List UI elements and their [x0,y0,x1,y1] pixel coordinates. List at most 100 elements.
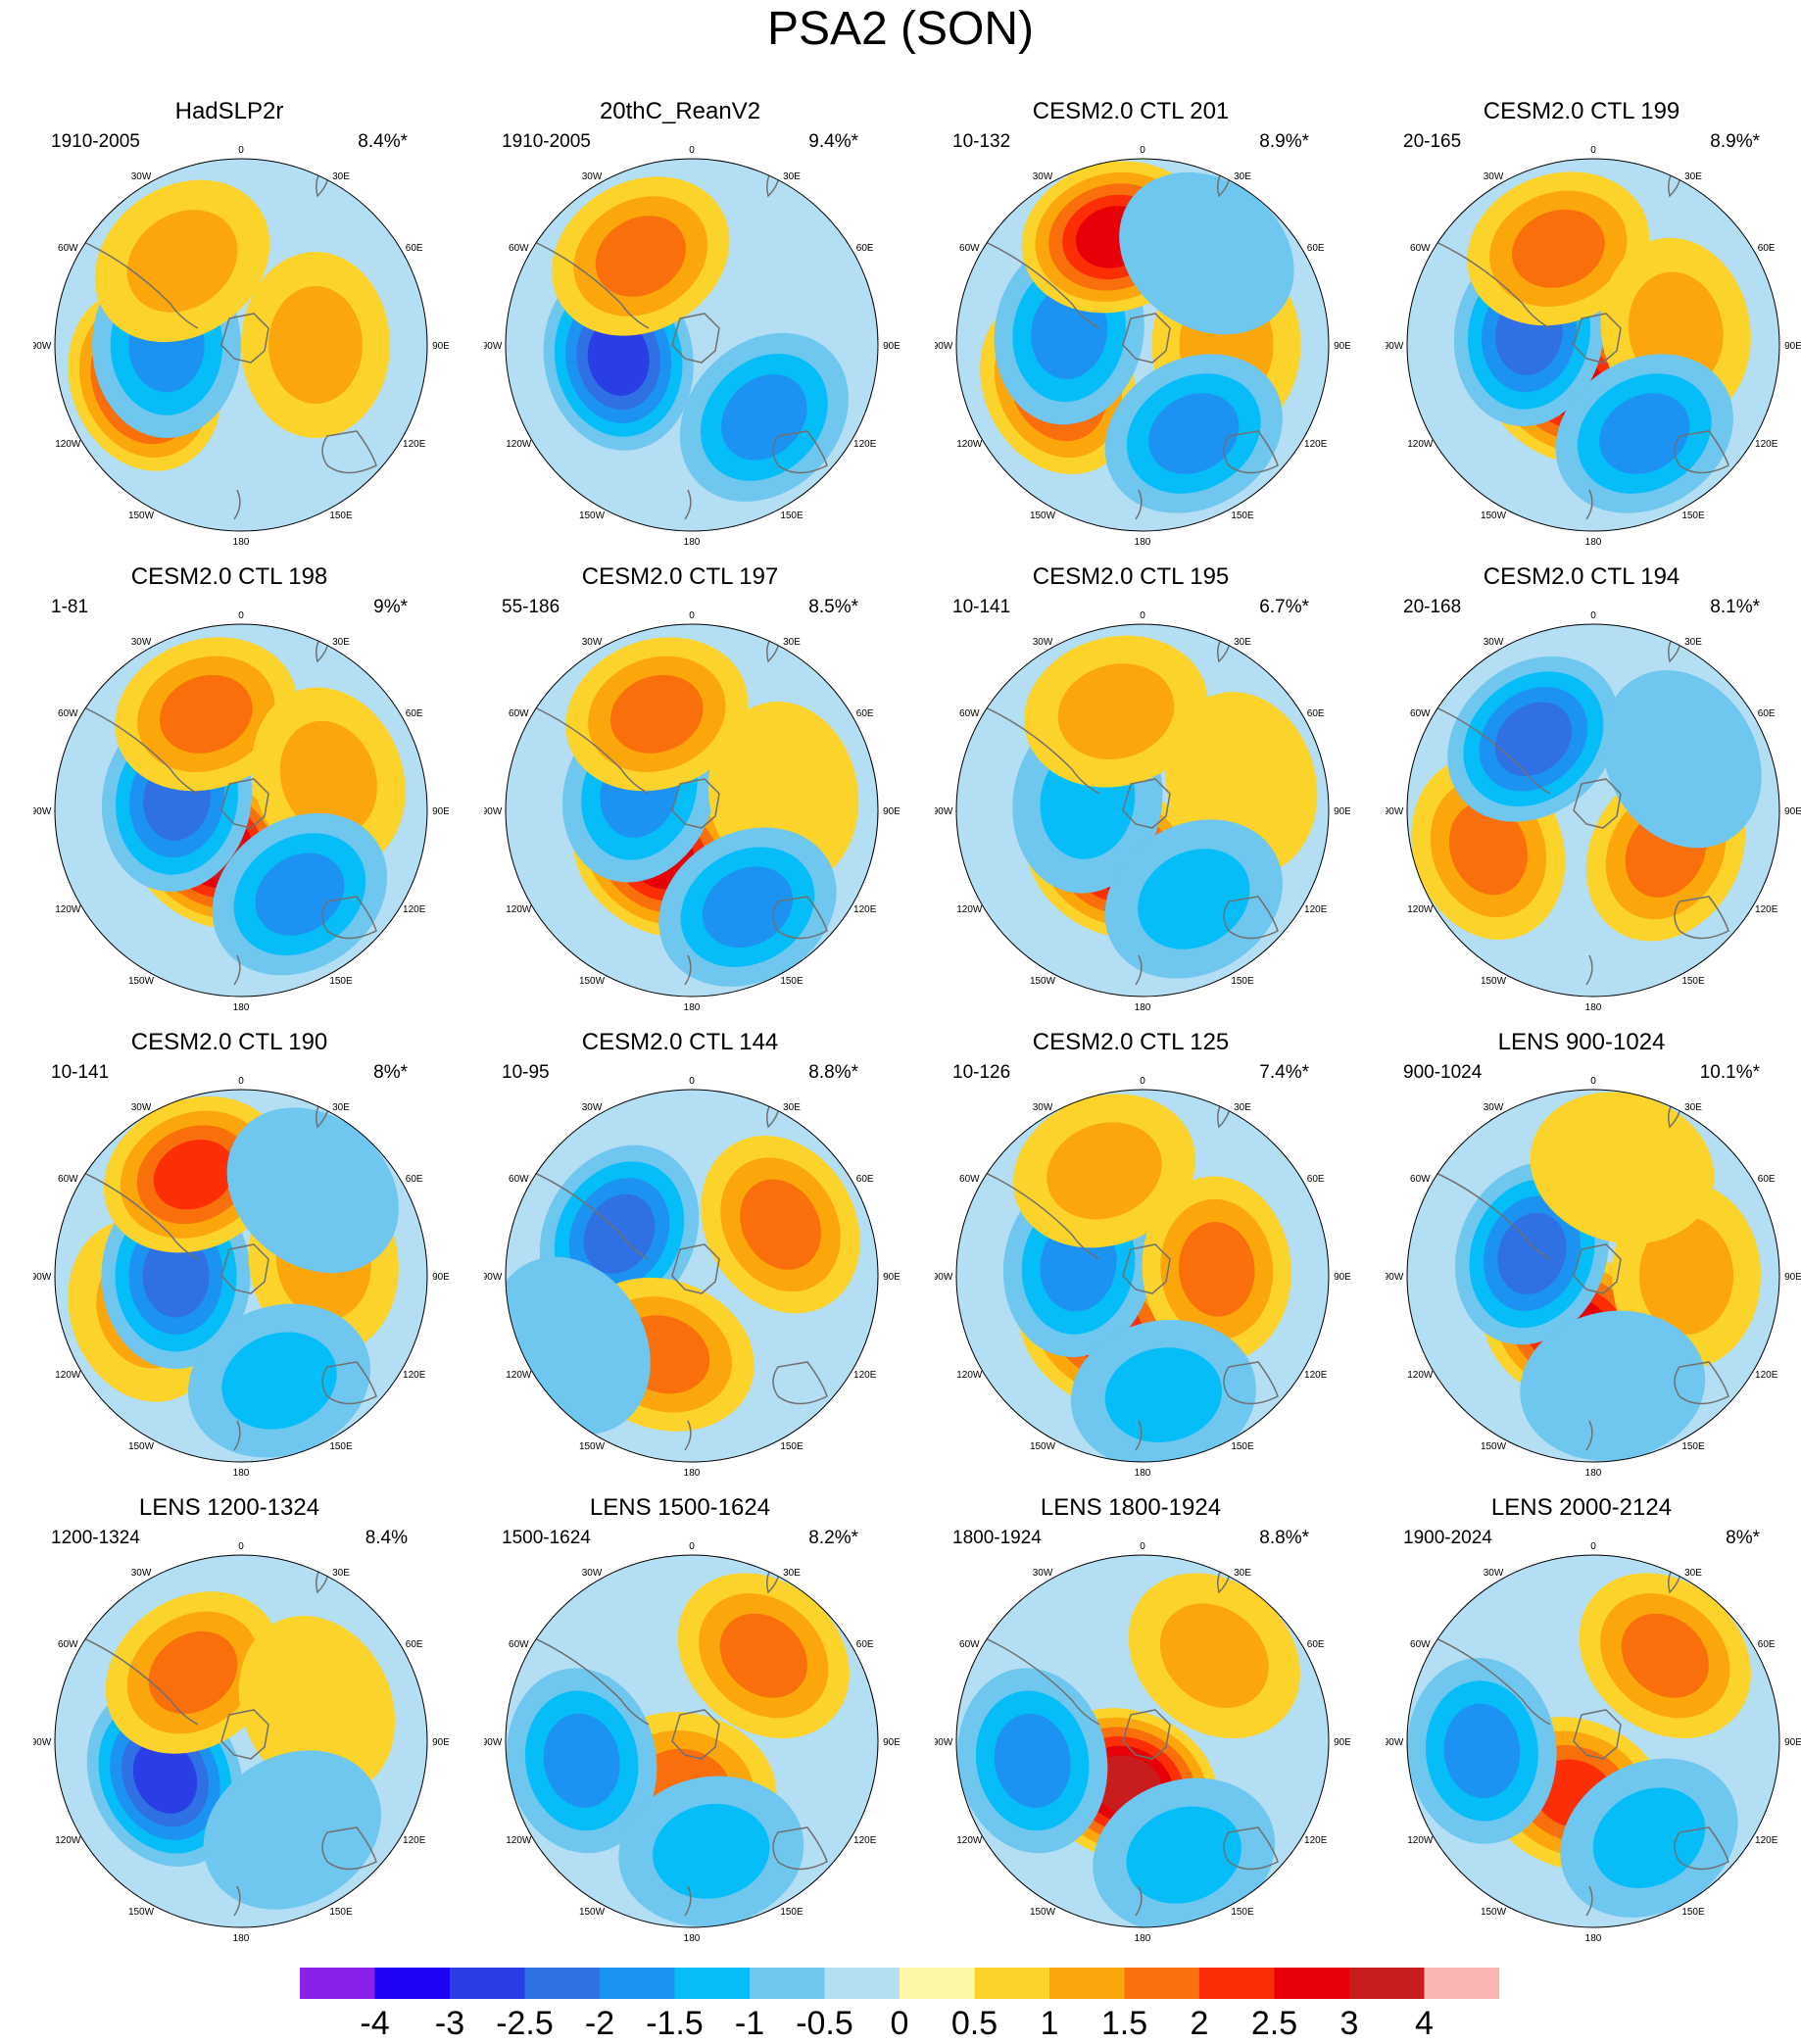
longitude-label: 30W [582,637,603,648]
longitude-label: 150E [329,976,353,987]
longitude-label: 30E [1234,1568,1251,1579]
longitude-label: 60W [509,1639,529,1650]
longitude-label: 90W [1386,1737,1404,1748]
longitude-label: 90W [484,1737,503,1748]
longitude-label: 30E [1684,171,1702,182]
longitude-label: 30W [131,171,152,182]
longitude-label: 30W [1033,1102,1053,1113]
polar-map: 0 30E 60E 90E 120E 150E 180 150W 120W 90W 60W 30W [935,1076,1350,1479]
longitude-label: 30E [1684,1568,1702,1579]
antarctica-coastline [1122,778,1171,829]
anomaly-contour [126,210,238,313]
longitude-label: 120E [403,439,426,450]
south-america-coastline [1414,1163,1551,1260]
antarctica-coastline [220,313,269,364]
map-panel: CESM2.0 CTL 199 20-165 8.9%* 0 30E 60E 90E 120E… [1366,98,1801,559]
anomaly-contour [595,216,686,297]
longitude-label: 30W [131,1568,152,1579]
longitude-label: 30W [131,1102,152,1113]
anomaly-contour [1599,393,1690,474]
map-panel: LENS 1800-1924 1800-1924 8.8%* 0 30E 60E 90E 12… [915,1494,1350,1955]
longitude-label: 60E [406,243,423,254]
australia-coastline [772,1361,828,1405]
polar-map: 0 30E 60E 90E 120E 150E 180 150W 120W 90W 60W 30W [33,145,449,548]
panel-variance-percent: 8%* [373,1062,408,1083]
longitude-label: 120E [403,904,426,915]
longitude-label: 60E [856,243,874,254]
antarctica-coastline [220,1709,269,1760]
longitude-label: 120E [853,1370,877,1381]
panel-variance-percent: 8.8%* [808,1062,858,1083]
longitude-label: 90W [1386,1272,1404,1283]
longitude-label: 150W [579,976,606,987]
colorbar-tick-label: -2 [585,2005,614,2041]
polar-map: 0 30E 60E 90E 120E 150E 180 150W 120W 90W 60W 30W [484,610,900,1013]
anomaly-contour [1592,1787,1706,1888]
colorbar-tick-label: -3 [435,2005,464,2041]
panel-variance-percent: 8.8%* [1259,1528,1309,1548]
longitude-label: 120W [1407,1835,1434,1846]
anomaly-contour [132,1739,198,1814]
panel-variance-percent: 9.4%* [808,131,858,152]
australia-coastline [1674,896,1729,940]
anomaly-contour [740,1179,821,1270]
longitude-label: 30E [1234,637,1251,648]
longitude-label: 0 [238,1541,244,1552]
longitude-label: 120W [506,904,532,915]
anomaly-contour [203,1750,381,1910]
longitude-label: 0 [689,1076,695,1087]
polar-map: 0 30E 60E 90E 120E 150E 180 150W 120W 90W 60W 30W [935,1541,1350,1944]
longitude-label: 30W [1484,171,1504,182]
longitude-label: 90W [1386,806,1404,817]
anomaly-contour [279,720,377,837]
australia-coastline [1223,1361,1279,1405]
longitude-label: 150W [1481,1907,1507,1918]
longitude-label: 150E [1231,1907,1254,1918]
longitude-label: 90E [1784,1737,1801,1748]
panel-year-range: 1500-1624 [502,1528,591,1548]
panel-variance-percent: 8.5%* [808,597,858,617]
longitude-label: 90W [484,341,503,352]
longitude-label: 0 [1590,1076,1596,1087]
panel-year-range: 10-126 [952,1062,1011,1083]
polar-map: 0 30E 60E 90E 120E 150E 180 150W 120W 90W 60W 30W [484,1541,900,1944]
map-panel: CESM2.0 CTL 201 10-132 8.9%* 0 30E 60E 90E 120E… [915,98,1350,559]
longitude-label: 150E [780,511,803,521]
anomaly-contour [1512,209,1605,288]
south-america-coastline [1414,698,1551,795]
anomaly-contour [1520,1310,1706,1461]
polar-map: 0 30E 60E 90E 120E 150E 180 150W 120W 90W 60W 30W [33,610,449,1013]
longitude-label: 90W [935,1737,953,1748]
panel-variance-percent: 6.7%* [1259,597,1309,617]
longitude-label: 90E [883,1272,900,1283]
longitude-label: 150W [1481,1441,1507,1452]
longitude-label: 120W [956,1835,983,1846]
australia-coastline [1674,1361,1729,1405]
longitude-label: 120E [403,1835,426,1846]
panel-title: CESM2.0 CTL 195 [1032,563,1230,590]
longitude-label: 0 [238,145,244,156]
longitude-label: 180 [1585,1468,1602,1479]
longitude-label: 30W [1484,1568,1504,1579]
longitude-label: 0 [1140,610,1145,621]
anomaly-contour [238,1616,396,1796]
antarctica-coastline [671,778,720,829]
panel-variance-percent: 7.4%* [1259,1062,1309,1083]
colorbar-swatch [600,1968,675,1999]
longitude-label: 30W [1033,171,1053,182]
longitude-label: 150W [1481,976,1507,987]
south-america-coastline [62,232,199,329]
colorbar-swatch [450,1968,525,1999]
australia-coastline [1223,1826,1279,1871]
longitude-label: 150E [1681,1907,1705,1918]
longitude-label: 120W [506,439,532,450]
longitude-label: 30E [783,637,801,648]
longitude-label: 120W [1407,439,1434,450]
longitude-label: 90W [935,341,953,352]
panel-title: CESM2.0 CTL 144 [581,1029,779,1055]
polar-map: 0 30E 60E 90E 120E 150E 180 150W 120W 90W 60W 30W [484,1076,900,1479]
longitude-label: 90W [484,1272,503,1283]
panel-title: 20thC_ReanV2 [599,98,761,124]
colorbar-swatch [674,1968,750,1999]
panel-year-range: 20-165 [1403,131,1462,152]
